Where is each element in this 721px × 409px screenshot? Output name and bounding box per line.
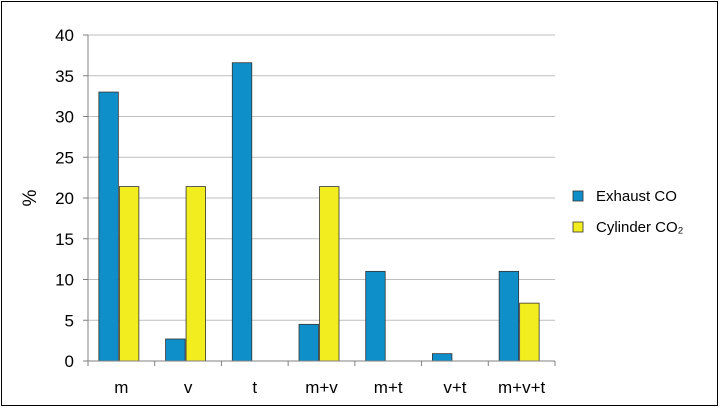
- y-tick-label: 25: [55, 148, 74, 167]
- legend-swatch: [572, 190, 584, 202]
- bar-exhaust-co-v+t: [432, 353, 453, 362]
- x-tick-labels: m v t m+v m+t v+t m+v+t: [114, 378, 545, 397]
- grid-lines: [83, 34, 555, 362]
- bar-exhaust-co-m+t: [365, 270, 386, 362]
- y-tick-label: 20: [55, 189, 74, 208]
- y-tick-label: 40: [55, 26, 74, 45]
- legend-label: Cylinder CO₂: [596, 219, 684, 236]
- bar-exhaust-co-v: [165, 338, 186, 362]
- legend: Exhaust CO Cylinder CO₂: [572, 188, 684, 236]
- y-tick-labels: 0 5 10 15 20 25 30 35 40: [55, 26, 74, 371]
- x-tick-label: m+t: [374, 378, 403, 397]
- bar-cylinder-co2-m+v+t: [519, 302, 540, 362]
- x-tick-label: v+t: [443, 378, 466, 397]
- y-axis-label: %: [20, 189, 41, 206]
- bar-exhaust-co-m+v+t: [498, 270, 520, 362]
- x-tick-label: m+v: [305, 378, 338, 397]
- y-tick-label: 15: [55, 230, 74, 249]
- bar-exhaust-co-m+v: [298, 323, 319, 362]
- y-tick-label: 35: [55, 67, 74, 86]
- bar-exhaust-co-t: [231, 62, 253, 362]
- y-tick-label: 30: [55, 108, 74, 127]
- bar-cylinder-co2-v: [185, 186, 206, 362]
- x-tick-label: v: [184, 378, 193, 397]
- y-tick-label: 5: [65, 311, 74, 330]
- axes: [87, 35, 556, 366]
- bar-cylinder-co2-m+v: [319, 186, 340, 362]
- y-tick-label: 0: [65, 352, 74, 371]
- x-tick-label: m+v+t: [498, 378, 546, 397]
- bars: [98, 62, 540, 362]
- legend-label: Exhaust CO: [596, 188, 677, 205]
- bar-cylinder-co2-m: [118, 186, 140, 362]
- x-tick-label: m: [114, 378, 128, 397]
- x-tick-label: t: [252, 378, 257, 397]
- legend-swatch: [572, 221, 584, 233]
- bar-exhaust-co-m: [98, 91, 119, 362]
- y-tick-label: 10: [55, 271, 74, 290]
